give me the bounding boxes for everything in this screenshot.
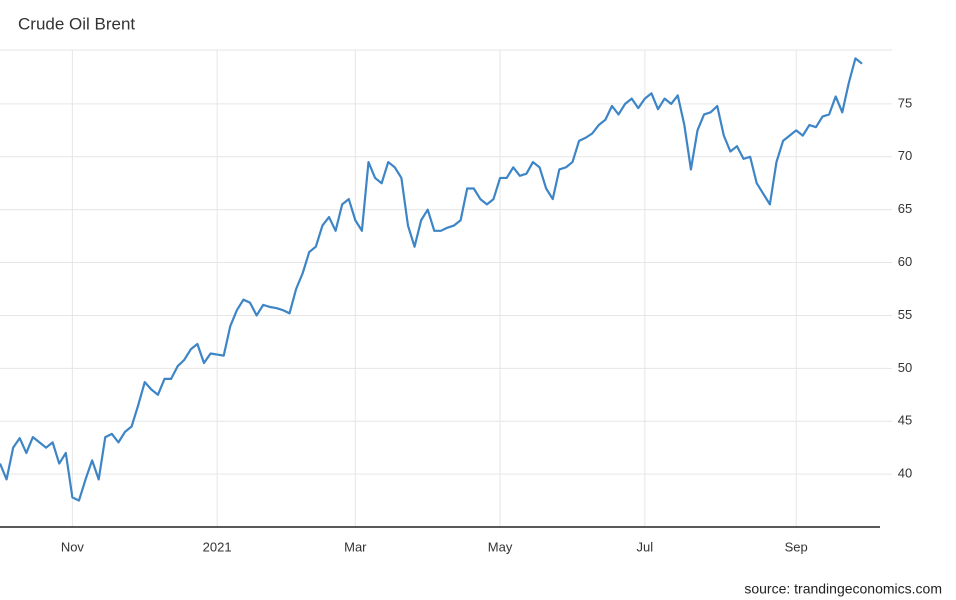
y-tick-label: 40 — [898, 466, 912, 481]
y-tick-label: 45 — [898, 413, 912, 428]
y-tick-label: 55 — [898, 307, 912, 322]
x-tick-label: Sep — [785, 539, 808, 554]
y-tick-label: 65 — [898, 201, 912, 216]
chart-title: Crude Oil Brent — [18, 14, 135, 33]
x-tick-label: Nov — [61, 539, 85, 554]
x-tick-label: 2021 — [203, 539, 232, 554]
y-tick-label: 70 — [898, 148, 912, 163]
x-tick-label: May — [488, 539, 513, 554]
price-line — [0, 57, 863, 502]
x-tick-label: Mar — [344, 539, 367, 554]
source-note: source: trandingeconomics.com — [744, 581, 942, 597]
y-tick-label: 50 — [898, 360, 912, 375]
y-tick-label: 75 — [898, 95, 912, 110]
y-tick-label: 60 — [898, 254, 912, 269]
x-tick-label: Jul — [637, 539, 654, 554]
